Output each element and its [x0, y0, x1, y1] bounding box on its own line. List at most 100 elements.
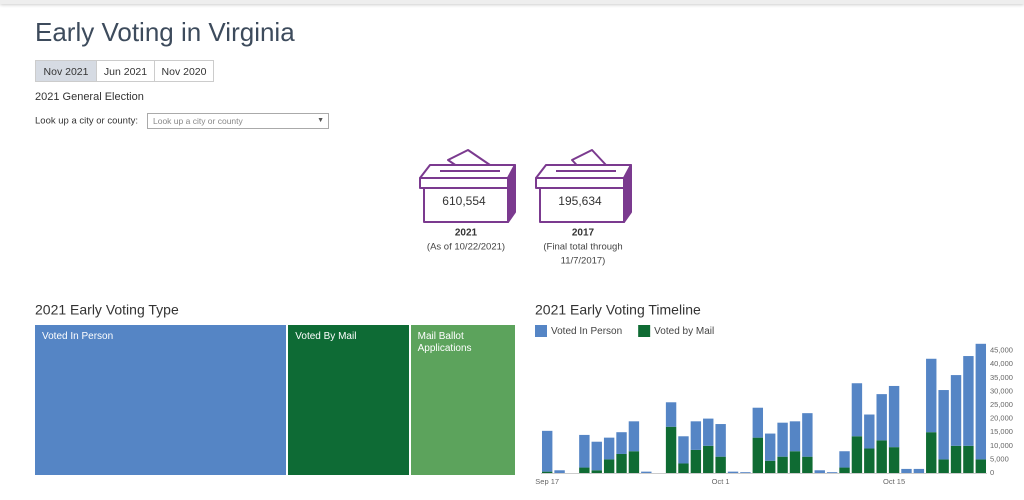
lookup-label: Look up a city or county:	[35, 116, 138, 127]
bar-segment	[950, 375, 962, 446]
bar-segment	[839, 467, 850, 473]
x-tick-label: Oct 15	[883, 477, 905, 486]
bar-segment	[690, 449, 702, 473]
total-value: 610,554	[442, 194, 486, 208]
bar-segment	[839, 451, 850, 468]
bar-segment	[888, 385, 900, 448]
bar-segment	[690, 421, 702, 450]
bar-segment	[591, 441, 602, 471]
y-tick-label: 45,000	[990, 346, 1013, 355]
bar-segment	[678, 463, 689, 473]
select-placeholder: Look up a city or county	[153, 116, 243, 126]
treemap-cell: Mail Ballot Applications	[410, 325, 517, 475]
tab[interactable]: Nov 2020	[154, 60, 214, 82]
bar-segment	[752, 437, 764, 473]
y-tick-label: 40,000	[990, 359, 1013, 368]
bar-segment	[665, 402, 677, 427]
bar-segment	[678, 436, 689, 464]
y-tick-label: 25,000	[990, 400, 1013, 409]
bar-segment	[826, 472, 838, 473]
bar-segment	[665, 426, 677, 473]
bar-segment	[603, 437, 615, 460]
bar-segment	[926, 432, 937, 473]
bar-segment	[851, 383, 863, 437]
legend-swatch	[638, 325, 651, 337]
bar-segment	[591, 470, 602, 473]
bar-segment	[579, 467, 590, 473]
legend-label: Voted by Mail	[654, 326, 714, 337]
election-name: 2021 General Election	[35, 91, 144, 103]
bar-segment	[864, 414, 875, 449]
bar-segment	[603, 459, 615, 473]
bar-segment	[628, 451, 640, 473]
y-tick-label: 20,000	[990, 414, 1013, 423]
ballot-box	[419, 149, 516, 223]
bar-segment	[802, 456, 813, 473]
legend-swatch	[535, 325, 547, 337]
total-note: 11/7/2017)	[561, 256, 606, 267]
bar-segment	[963, 356, 974, 446]
y-tick-label: 35,000	[990, 373, 1013, 382]
bar-segment	[802, 413, 813, 457]
y-tick-label: 15,000	[990, 427, 1013, 436]
bar-segment	[703, 445, 714, 473]
bar-segment	[727, 471, 739, 473]
bar-segment	[740, 472, 751, 473]
tab[interactable]: Jun 2021	[96, 60, 155, 82]
bar-segment	[616, 453, 627, 473]
y-tick-label: 30,000	[990, 386, 1013, 395]
bar-segment	[777, 456, 788, 473]
county-select[interactable]: Look up a city or county ▼	[147, 113, 329, 129]
bar-segment	[789, 421, 801, 452]
bar-segment	[764, 460, 776, 473]
bar-segment	[628, 421, 640, 452]
bar-segment	[876, 440, 887, 473]
total-year: 2021	[455, 228, 478, 239]
ballot-box	[535, 149, 632, 223]
legend-label: Voted In Person	[551, 326, 622, 337]
treemap-label: Voted In Person	[42, 331, 114, 342]
y-tick-label: 0	[990, 468, 994, 477]
bar-segment	[764, 433, 776, 461]
x-tick-label: Oct 1	[712, 477, 730, 486]
page-title: Early Voting in Virginia	[35, 17, 295, 47]
total-year: 2017	[572, 228, 595, 239]
top-bar	[0, 0, 1024, 4]
tab[interactable]: Nov 2021	[35, 60, 97, 82]
total-note: (Final total through	[543, 242, 622, 253]
treemap-cell: Voted By Mail	[288, 325, 411, 475]
bar-segment	[777, 422, 788, 457]
treemap-title: 2021 Early Voting Type	[35, 302, 179, 318]
select-arrow: ▼	[317, 117, 324, 124]
bar-segment	[901, 468, 912, 473]
bar-segment	[963, 445, 974, 473]
x-tick-label: Sep 17	[535, 477, 559, 486]
treemap-label: Mail Ballot Applications	[417, 331, 472, 354]
bar-segment	[715, 456, 726, 473]
total-note: (As of 10/22/2021)	[427, 242, 505, 253]
bar-segment	[579, 434, 590, 468]
bar-segment	[864, 448, 875, 473]
bar-segment	[913, 468, 925, 473]
y-tick-label: 5,000	[990, 454, 1009, 463]
bar-segment	[975, 459, 987, 473]
bar-segment	[814, 470, 825, 473]
bar-segment	[554, 470, 565, 473]
bar-segment	[703, 418, 714, 446]
bar-segment	[541, 471, 553, 473]
bar-segment	[938, 390, 949, 460]
bar-segment	[888, 447, 900, 473]
bar-segment	[926, 358, 937, 433]
timeline-title: 2021 Early Voting Timeline	[535, 302, 701, 318]
bar-segment	[876, 394, 887, 441]
bar-segment	[975, 343, 987, 460]
total-value: 195,634	[558, 194, 602, 208]
bar-segment	[789, 451, 801, 473]
bar-segment	[715, 424, 726, 457]
bar-segment	[616, 432, 627, 454]
y-tick-label: 10,000	[990, 441, 1013, 450]
bar-segment	[541, 430, 553, 472]
bar-segment	[641, 471, 652, 473]
bar-segment	[950, 445, 962, 473]
